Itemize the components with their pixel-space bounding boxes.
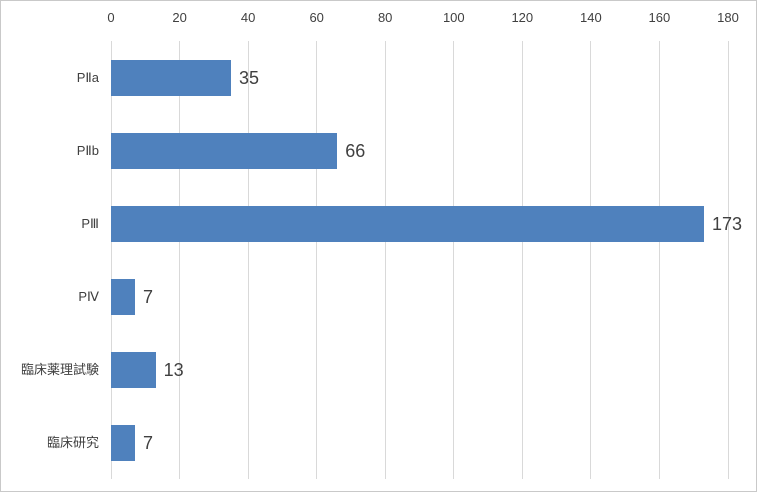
gridline <box>316 41 318 479</box>
x-axis-tick-label: 160 <box>648 10 671 25</box>
bar <box>111 351 156 388</box>
category-label: PⅡb <box>76 142 99 158</box>
bar <box>111 424 135 461</box>
x-axis-tick-label: 0 <box>107 10 115 25</box>
gridline <box>247 41 249 479</box>
x-axis-tick-label: 100 <box>442 10 465 25</box>
bar <box>111 132 338 169</box>
gridline <box>179 41 181 479</box>
x-axis-tick-label: 180 <box>717 10 739 25</box>
x-axis-tick-label: 20 <box>172 10 187 25</box>
x-axis-tick-label: 120 <box>511 10 534 25</box>
bar <box>111 59 231 96</box>
category-label: PⅢ <box>81 215 99 231</box>
x-axis-tick-label: 40 <box>240 10 256 25</box>
category-label: 臨床研究 <box>46 434 99 450</box>
x-axis-tick-label: 140 <box>580 10 602 25</box>
gridline <box>658 41 660 479</box>
bar <box>111 278 135 315</box>
bar <box>111 205 704 242</box>
data-label: 7 <box>143 286 154 307</box>
data-label: 13 <box>163 359 184 380</box>
x-axis-tick-label: 60 <box>309 10 324 25</box>
x-axis-tick-label: 80 <box>377 10 393 25</box>
data-label: 7 <box>143 432 154 453</box>
gridline <box>590 41 592 479</box>
category-label: PⅡa <box>76 69 99 85</box>
data-label: 35 <box>239 67 260 88</box>
gridline <box>110 41 112 479</box>
category-label: 臨床薬理試験 <box>20 361 99 377</box>
data-label: 66 <box>345 140 366 161</box>
gridline <box>521 41 523 479</box>
data-label: 173 <box>712 213 743 234</box>
gridline <box>453 41 455 479</box>
gridline <box>384 41 386 479</box>
category-label: PⅣ <box>78 288 99 304</box>
gridline <box>727 41 729 479</box>
